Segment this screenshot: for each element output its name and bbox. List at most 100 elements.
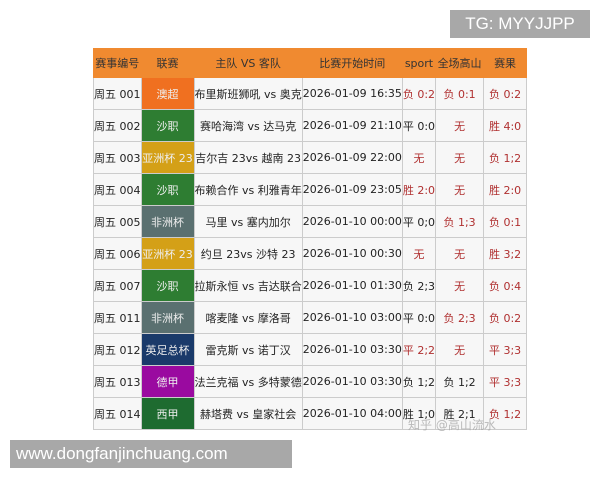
start-time: 2026-01-10 00:00 xyxy=(301,205,403,238)
start-time: 2026-01-09 16:35 xyxy=(301,77,403,110)
sport-pick: 平 2;2 xyxy=(401,333,437,366)
gaoshan-pick: 负 1;2 xyxy=(435,365,485,398)
match-result: 胜 4:0 xyxy=(483,109,528,142)
gaoshan-pick: 胜 2;1 xyxy=(435,397,485,430)
sport-pick: 负 1;2 xyxy=(401,365,437,398)
zhihu-watermark: 知乎 @高山流水 xyxy=(408,418,496,432)
table-row: 周五 004 沙职 布赖合作 vs 利雅青年 2026-01-09 23:05 胜 2:… xyxy=(93,173,528,206)
match-id: 周五 004 xyxy=(93,173,142,206)
match-id: 周五 006 xyxy=(93,237,142,270)
table-header: 赛事编号 联赛 主队 VS 客队 比赛开始时间 sport 全场高山 赛果 xyxy=(93,48,528,78)
sport-pick: 平 0:0 xyxy=(401,301,437,334)
league: 非洲杯 xyxy=(140,205,195,238)
match-result: 平 3;3 xyxy=(483,333,528,366)
sport-pick: 胜 2:0 xyxy=(401,173,437,206)
league: 沙职 xyxy=(140,109,195,142)
start-time: 2026-01-09 22:00 xyxy=(301,141,403,174)
start-time: 2026-01-10 00:30 xyxy=(301,237,403,270)
header-league: 联赛 xyxy=(140,48,195,78)
telegram-watermark: TG: MYYJJPP xyxy=(450,10,590,38)
match-teams: 约旦 23vs 沙特 23 xyxy=(193,237,303,270)
table-row: 周五 001 澳超 布里斯班狮吼 vs 奥克 2026-01-09 16:35 负 0:… xyxy=(93,77,528,110)
league: 澳超 xyxy=(140,77,195,110)
gaoshan-pick: 负 0:1 xyxy=(435,77,485,110)
match-id: 周五 005 xyxy=(93,205,142,238)
sport-pick: 无 xyxy=(401,141,437,174)
match-id: 周五 011 xyxy=(93,301,142,334)
match-result: 胜 3;2 xyxy=(483,237,528,270)
match-result: 负 0:1 xyxy=(483,205,528,238)
league: 亚洲杯 23 xyxy=(140,237,195,270)
match-id: 周五 012 xyxy=(93,333,142,366)
match-result: 负 1;2 xyxy=(483,141,528,174)
match-result: 平 3;3 xyxy=(483,365,528,398)
gaoshan-pick: 负 2;3 xyxy=(435,301,485,334)
gaoshan-pick: 负 1;3 xyxy=(435,205,485,238)
league: 西甲 xyxy=(140,397,195,430)
league: 非洲杯 xyxy=(140,301,195,334)
table-row: 周五 012 英足总杯 雷克斯 vs 诺丁汉 2026-01-10 03:30 平 2;… xyxy=(93,333,528,366)
sport-pick: 平 0:0 xyxy=(401,109,437,142)
header-match: 主队 VS 客队 xyxy=(193,48,303,78)
header-gaoshan: 全场高山 xyxy=(435,48,485,78)
match-result: 负 0:2 xyxy=(483,77,528,110)
gaoshan-pick: 无 xyxy=(435,237,485,270)
start-time: 2026-01-10 04:00 xyxy=(301,397,403,430)
sport-pick: 平 0;0 xyxy=(401,205,437,238)
header-sport: sport xyxy=(401,48,437,78)
match-teams: 布里斯班狮吼 vs 奥克 xyxy=(193,77,303,110)
gaoshan-pick: 无 xyxy=(435,269,485,302)
match-teams: 喀麦隆 vs 摩洛哥 xyxy=(193,301,303,334)
match-table: 赛事编号 联赛 主队 VS 客队 比赛开始时间 sport 全场高山 赛果 周五… xyxy=(93,48,528,430)
match-teams: 法兰克福 vs 多特蒙德 xyxy=(193,365,303,398)
league: 亚洲杯 23 xyxy=(140,141,195,174)
table-row: 周五 006 亚洲杯 23 约旦 23vs 沙特 23 2026-01-10 00:3… xyxy=(93,237,528,270)
gaoshan-pick: 无 xyxy=(435,173,485,206)
match-result: 负 0:4 xyxy=(483,269,528,302)
table-row: 周五 007 沙职 拉斯永恒 vs 吉达联合 2026-01-10 01:30 负 2;… xyxy=(93,269,528,302)
match-teams: 吉尔吉 23vs 越南 23 xyxy=(193,141,303,174)
match-teams: 布赖合作 vs 利雅青年 xyxy=(193,173,303,206)
header-id: 赛事编号 xyxy=(93,48,142,78)
table-row: 周五 014 西甲 赫塔费 vs 皇家社会 2026-01-10 04:00 胜 1;0… xyxy=(93,397,528,430)
sport-pick: 无 xyxy=(401,237,437,270)
sport-pick: 胜 1;0 xyxy=(401,397,437,430)
match-id: 周五 014 xyxy=(93,397,142,430)
table-row: 周五 013 德甲 法兰克福 vs 多特蒙德 2026-01-10 03:30 负 1;… xyxy=(93,365,528,398)
match-teams: 赛哈海湾 vs 达马克 xyxy=(193,109,303,142)
match-id: 周五 013 xyxy=(93,365,142,398)
table-row: 周五 003 亚洲杯 23 吉尔吉 23vs 越南 23 2026-01-09 22:… xyxy=(93,141,528,174)
match-teams: 雷克斯 vs 诺丁汉 xyxy=(193,333,303,366)
start-time: 2026-01-10 03:30 xyxy=(301,365,403,398)
start-time: 2026-01-10 03:30 xyxy=(301,333,403,366)
match-teams: 拉斯永恒 vs 吉达联合 xyxy=(193,269,303,302)
start-time: 2026-01-09 23:05 xyxy=(301,173,403,206)
header-result: 赛果 xyxy=(483,48,528,78)
match-id: 周五 007 xyxy=(93,269,142,302)
match-id: 周五 003 xyxy=(93,141,142,174)
league: 沙职 xyxy=(140,173,195,206)
header-time: 比赛开始时间 xyxy=(301,48,403,78)
league: 沙职 xyxy=(140,269,195,302)
league: 德甲 xyxy=(140,365,195,398)
match-result: 胜 2:0 xyxy=(483,173,528,206)
table-row: 周五 002 沙职 赛哈海湾 vs 达马克 2026-01-09 21:10 平 0:0… xyxy=(93,109,528,142)
match-result: 负 1;2 xyxy=(483,397,528,430)
match-id: 周五 002 xyxy=(93,109,142,142)
gaoshan-pick: 无 xyxy=(435,141,485,174)
match-id: 周五 001 xyxy=(93,77,142,110)
table-row: 周五 005 非洲杯 马里 vs 塞内加尔 2026-01-10 00:00 平 0;0… xyxy=(93,205,528,238)
start-time: 2026-01-10 03:00 xyxy=(301,301,403,334)
site-watermark: www.dongfanjinchuang.com xyxy=(10,440,292,468)
gaoshan-pick: 无 xyxy=(435,333,485,366)
gaoshan-pick: 无 xyxy=(435,109,485,142)
sport-pick: 负 2;3 xyxy=(401,269,437,302)
table-row: 周五 011 非洲杯 喀麦隆 vs 摩洛哥 2026-01-10 03:00 平 0:0… xyxy=(93,301,528,334)
match-teams: 赫塔费 vs 皇家社会 xyxy=(193,397,303,430)
start-time: 2026-01-10 01:30 xyxy=(301,269,403,302)
league: 英足总杯 xyxy=(140,333,195,366)
match-teams: 马里 vs 塞内加尔 xyxy=(193,205,303,238)
sport-pick: 负 0:2 xyxy=(401,77,437,110)
match-result: 负 0:2 xyxy=(483,301,528,334)
start-time: 2026-01-09 21:10 xyxy=(301,109,403,142)
